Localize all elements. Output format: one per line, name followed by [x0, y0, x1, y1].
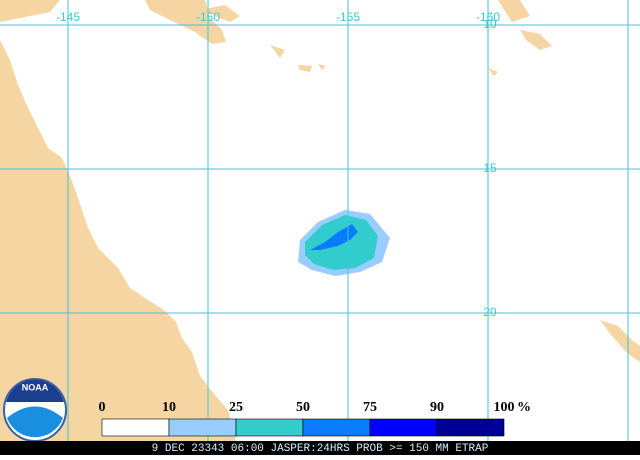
latitude-label: -15 — [479, 161, 497, 175]
legend-tick-label: 10 — [162, 400, 176, 415]
landmass — [0, 0, 60, 22]
legend-swatch — [436, 418, 505, 437]
logo-top — [6, 379, 64, 402]
prob-50-area — [310, 224, 358, 250]
legend-swatch — [168, 418, 237, 437]
footer-text: 9 DEC 23343 06:00 JASPER:24HRS PROB >= 1… — [152, 443, 489, 455]
longitude-label: -155 — [336, 10, 360, 24]
graticule: -145 -150 -155 -160-10 -15 -20 — [0, 0, 640, 441]
landmass — [0, 40, 236, 441]
legend-swatch — [101, 418, 170, 437]
landmass — [520, 30, 552, 50]
rain-probability-area — [298, 210, 390, 276]
legend-swatch — [235, 418, 304, 437]
landmass — [488, 68, 498, 76]
longitude-label: -150 — [196, 10, 220, 24]
legend-swatch — [369, 418, 438, 437]
landmass — [498, 0, 530, 22]
legend-tick-label: 100 — [494, 400, 515, 415]
longitude-label: -160 — [476, 10, 500, 24]
landmass — [200, 5, 240, 22]
latitude-label: -10 — [479, 17, 497, 31]
legend-tick-label: 90 — [430, 400, 444, 415]
legend-unit: % — [517, 400, 531, 415]
logo-bottom — [7, 406, 63, 438]
legend: 0 10 25 50 75 90 100% — [99, 400, 531, 437]
legend-tick-label: 0 — [99, 400, 106, 415]
legend-tick-label: 50 — [296, 400, 310, 415]
land — [0, 0, 640, 441]
landmass — [298, 65, 312, 72]
noaa-logo: NOAA — [3, 378, 67, 442]
footer-bar — [0, 441, 640, 455]
landmass — [318, 64, 326, 70]
logo-text: NOAA — [22, 382, 49, 392]
legend-swatch — [302, 418, 371, 437]
legend-tick-label: 25 — [229, 400, 243, 415]
legend-tick-label: 75 — [363, 400, 377, 415]
landmass — [600, 320, 640, 362]
latitude-label: -20 — [479, 305, 497, 319]
landmass — [270, 45, 285, 58]
longitude-label: -145 — [56, 10, 80, 24]
